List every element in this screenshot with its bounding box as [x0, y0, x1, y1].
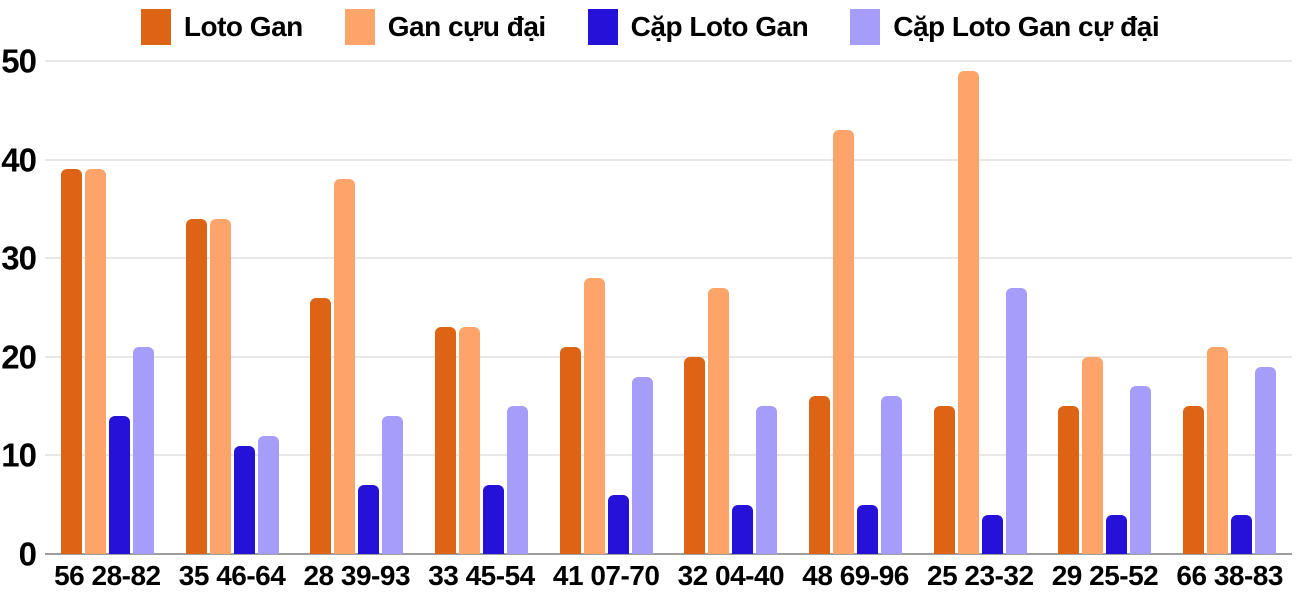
x-tick-label: 66 38-83 — [1176, 560, 1283, 591]
bar[interactable] — [382, 415, 404, 554]
bar[interactable] — [981, 514, 1003, 554]
bar[interactable] — [732, 504, 754, 554]
bar[interactable] — [1255, 366, 1277, 554]
bar[interactable] — [1058, 406, 1080, 554]
bar[interactable] — [108, 415, 130, 554]
bar-group — [294, 61, 419, 554]
bar-groups — [45, 61, 1292, 554]
bar-group — [669, 61, 794, 554]
chart-legend: Loto Gan Gan cựu đại Cặp Loto Gan Cặp Loto … — [0, 4, 1300, 50]
bar[interactable] — [209, 218, 231, 554]
legend-label: Cặp Loto Gan cự đại — [893, 11, 1160, 42]
x-tick-label: 48 69-96 — [802, 560, 909, 591]
x-tick-label: 29 25-52 — [1051, 560, 1159, 591]
bar[interactable] — [607, 494, 629, 554]
bar[interactable] — [957, 70, 979, 554]
bar[interactable] — [310, 297, 332, 554]
bar[interactable] — [933, 406, 955, 554]
bar[interactable] — [559, 346, 581, 554]
x-axis-baseline — [45, 553, 1292, 555]
legend-label: Loto Gan — [183, 11, 303, 42]
y-tick-label: 30 — [1, 239, 37, 277]
bar[interactable] — [506, 406, 528, 554]
x-tick-label: 28 39-93 — [303, 560, 411, 591]
x-tick-label: 35 46-64 — [178, 560, 286, 591]
bar[interactable] — [1005, 287, 1027, 554]
bar[interactable] — [84, 169, 106, 554]
bar-group — [544, 61, 669, 554]
bar-group — [918, 61, 1043, 554]
legend-item-3[interactable]: Cặp Loto Gan cự đại — [850, 9, 1160, 45]
legend-item-1[interactable]: Gan cựu đại — [344, 9, 546, 45]
bar[interactable] — [833, 130, 855, 554]
bar-group — [1167, 61, 1292, 554]
y-tick-label: 20 — [1, 338, 37, 376]
bar[interactable] — [334, 179, 356, 554]
bar[interactable] — [1231, 514, 1253, 554]
gridline — [45, 158, 1292, 161]
gridline — [45, 355, 1292, 358]
bar[interactable] — [434, 327, 456, 554]
legend-item-2[interactable]: Cặp Loto Gan — [587, 9, 809, 45]
bar[interactable] — [132, 346, 154, 554]
gridline — [45, 257, 1292, 260]
bar[interactable] — [458, 327, 480, 554]
legend-item-0[interactable]: Loto Gan — [140, 9, 303, 45]
legend-swatch-icon — [344, 9, 375, 45]
y-tick-label: 10 — [1, 436, 37, 474]
x-tick-label: 41 07-70 — [552, 560, 660, 591]
gridline — [45, 60, 1292, 62]
x-tick-label: 32 04-40 — [677, 560, 785, 591]
legend-swatch-icon — [587, 9, 618, 45]
bar[interactable] — [583, 277, 605, 554]
bar[interactable] — [1130, 386, 1152, 554]
legend-label: Gan cựu đại — [387, 11, 546, 42]
bar[interactable] — [185, 218, 207, 554]
x-tick-label: 56 28-82 — [54, 560, 161, 591]
bar[interactable] — [1106, 514, 1128, 554]
bar[interactable] — [857, 504, 879, 554]
legend-label: Cặp Loto Gan — [630, 11, 809, 42]
legend-swatch-icon — [850, 9, 881, 45]
plot-area — [45, 60, 1292, 555]
bar[interactable] — [358, 484, 380, 554]
bar[interactable] — [482, 484, 504, 554]
legend-swatch-icon — [140, 9, 171, 45]
y-tick-label: 40 — [1, 141, 37, 179]
bar[interactable] — [631, 376, 653, 554]
bar[interactable] — [60, 169, 82, 554]
bar[interactable] — [1183, 406, 1205, 554]
bar-group — [793, 61, 918, 554]
x-axis-labels: 56 28-82 35 46-64 28 39-93 33 45-54 41 07-70… — [45, 554, 1292, 600]
bar-group — [45, 61, 170, 554]
bar-group — [419, 61, 544, 554]
bar[interactable] — [233, 445, 255, 554]
x-tick-label: 33 45-54 — [428, 560, 535, 591]
y-tick-label: 0 — [18, 535, 37, 573]
bar[interactable] — [1082, 356, 1104, 554]
bar[interactable] — [257, 435, 279, 554]
y-tick-label: 50 — [1, 42, 37, 80]
bar-group — [1043, 61, 1168, 554]
gridline — [45, 454, 1292, 457]
bar[interactable] — [1207, 346, 1229, 554]
bar[interactable] — [708, 287, 730, 554]
bar-group — [170, 61, 295, 554]
bar[interactable] — [684, 356, 706, 554]
x-tick-label: 25 23-32 — [927, 560, 1034, 591]
bar[interactable] — [881, 396, 903, 554]
bar[interactable] — [756, 406, 778, 554]
bar[interactable] — [809, 396, 831, 554]
y-axis-labels: 0 10 20 30 40 50 — [0, 45, 38, 571]
